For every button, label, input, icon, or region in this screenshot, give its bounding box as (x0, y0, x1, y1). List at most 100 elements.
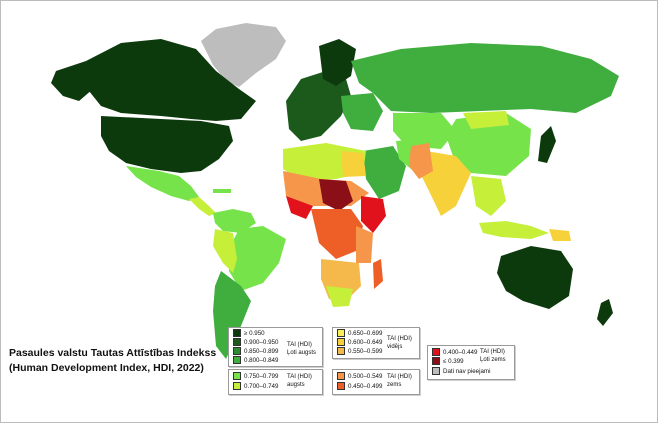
legend-item: 0.500–0.549 (337, 372, 382, 380)
region-central-america (189, 197, 216, 216)
legend-swatch (432, 357, 440, 365)
legend-swatch (233, 356, 241, 364)
region-horn-of-africa (361, 196, 386, 233)
legend-group-label: TAI (HDI) augsts (287, 374, 312, 389)
legend-label: 0.650–0.699 (348, 329, 383, 337)
legend-item: 0.450–0.499 (337, 382, 382, 390)
region-europe (286, 71, 351, 141)
legend-group-label: TAI (HDI) zems (387, 374, 412, 389)
region-alaska (51, 61, 93, 101)
legend-item: 0.800–0.849 (233, 356, 278, 364)
region-central-africa (311, 209, 363, 259)
legend-label: 0.700–0.749 (244, 382, 279, 390)
legend-group-line: zems (387, 381, 402, 388)
legend-swatch (337, 347, 345, 355)
legend-item: ≥ 0.950 (233, 329, 265, 337)
region-southeast-asia (471, 176, 506, 216)
region-caribbean (213, 189, 231, 193)
region-mongolia (463, 111, 509, 129)
legend-group-line: Ļoti augsts (287, 349, 317, 356)
region-chad-niger (319, 179, 353, 211)
legend-group-label: TAI (HDI) Ļoti zems (480, 349, 506, 364)
legend-group-line: vidējs (387, 343, 403, 350)
region-west-africa (286, 196, 313, 219)
legend-item: 0.400–0.449 (432, 348, 477, 356)
legend-swatch (432, 348, 440, 356)
legend-swatch (337, 329, 345, 337)
region-russia (351, 43, 619, 113)
legend-swatch (233, 338, 241, 346)
legend-item: 0.850–0.899 (233, 347, 278, 355)
legend-group-line: TAI (HDI) (287, 374, 312, 380)
region-japan (538, 126, 556, 163)
legend-label: 0.400–0.449 (443, 348, 478, 356)
legend-label: 0.900–0.950 (244, 338, 279, 346)
legend-label: ≤ 0.399 (443, 357, 464, 365)
region-central-asia (393, 113, 456, 149)
legend-group-line: Ļoti zems (480, 356, 506, 363)
legend-swatch (233, 382, 241, 390)
legend-group-line: TAI (HDI) (387, 374, 412, 380)
region-colombia-venezuela (213, 209, 256, 233)
map-title-line1: Pasaules valstu Tautas Attīstības Indeks… (9, 347, 217, 359)
region-pakistan-afghanistan (409, 143, 433, 179)
legend-swatch (233, 347, 241, 355)
legend-item: 0.700–0.749 (233, 382, 278, 390)
legend-group-line: TAI (HDI) (387, 336, 412, 342)
legend-label: 0.850–0.899 (244, 347, 279, 355)
legend-item: 0.750–0.799 (233, 372, 278, 380)
region-new-zealand (597, 299, 613, 326)
legend-swatch (337, 382, 345, 390)
legend-swatch (337, 372, 345, 380)
legend-item: 0.650–0.699 (337, 329, 382, 337)
legend-group-label: TAI (HDI) vidējs (387, 336, 412, 351)
region-madagascar (373, 259, 383, 289)
legend-label: 0.750–0.799 (244, 372, 279, 380)
region-papua (549, 229, 571, 241)
legend-label: 0.800–0.849 (244, 356, 279, 364)
map-title: Pasaules valstu Tautas Attīstības Indeks… (9, 346, 216, 376)
map-title-line2: (Human Development Index, HDI, 2022) (9, 362, 204, 374)
legend-group-line: TAI (HDI) (480, 349, 505, 355)
region-scandinavia (319, 39, 356, 86)
legend-medium: 0.650–0.699 0.600–0.649 0.550–0.599 TAI … (332, 327, 420, 359)
legend-label: ≥ 0.950 (244, 329, 265, 337)
legend-label: 0.600–0.649 (348, 338, 383, 346)
legend-label: Dati nav pieejami (443, 367, 491, 375)
legend-item: 0.900–0.950 (233, 338, 278, 346)
region-eastern-europe (341, 93, 383, 131)
region-argentina-chile (213, 271, 251, 359)
legend-swatch (432, 367, 440, 375)
region-brazil (229, 226, 286, 291)
region-greenland (201, 23, 286, 87)
region-mexico (126, 166, 199, 201)
region-australia (497, 246, 573, 309)
region-egypt (341, 151, 366, 177)
region-peru-bolivia (213, 229, 237, 273)
region-middle-east (363, 146, 406, 199)
legend-group-label: TAI (HDI) Ļoti augsts (287, 342, 316, 357)
legend-swatch (233, 329, 241, 337)
legend-label: 0.550–0.599 (348, 347, 383, 355)
legend-label: 0.450–0.499 (348, 382, 383, 390)
legend-very-high: ≥ 0.950 0.900–0.950 0.850–0.899 0.800–0.… (228, 327, 323, 367)
region-china (446, 113, 531, 176)
region-east-africa (356, 226, 373, 263)
legend-swatch (233, 372, 241, 380)
legend-item: ≤ 0.399 (432, 357, 464, 365)
region-usa (101, 116, 233, 173)
legend-swatch (337, 338, 345, 346)
legend-low: 0.500–0.549 0.450–0.499 TAI (HDI) zems (332, 369, 420, 395)
legend-item: 0.600–0.649 (337, 338, 382, 346)
legend-label: 0.500–0.549 (348, 372, 383, 380)
legend-high: 0.750–0.799 0.700–0.749 TAI (HDI) augsts (228, 369, 323, 395)
legend-item: 0.550–0.599 (337, 347, 382, 355)
legend-group-line: TAI (HDI) (287, 342, 312, 348)
region-indonesia (479, 221, 549, 239)
region-canada (86, 39, 256, 121)
region-south-africa (326, 286, 353, 307)
legend-item: Dati nav pieejami (432, 367, 490, 375)
legend-group-line: augsts (287, 381, 305, 388)
